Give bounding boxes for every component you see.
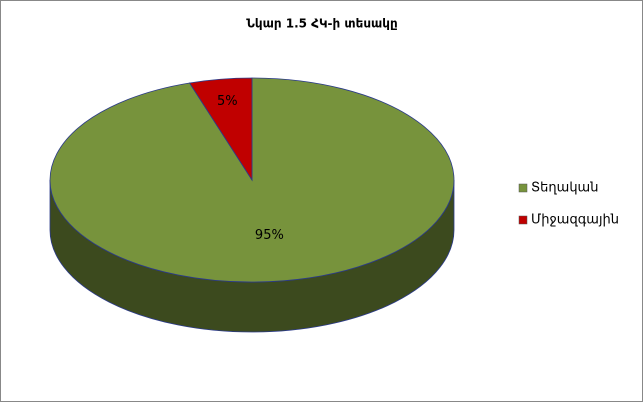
data-label: 95% [255,228,284,243]
chart-title: Նկար 1.5 ՀԿ-ի տեսակը [246,17,397,31]
legend-swatch [518,215,528,225]
legend-label: Միջազգային [531,213,619,228]
legend-label: Տեղական [531,181,598,196]
legend-swatch [518,183,528,193]
slice [188,77,253,182]
data-label: 5% [217,94,238,109]
